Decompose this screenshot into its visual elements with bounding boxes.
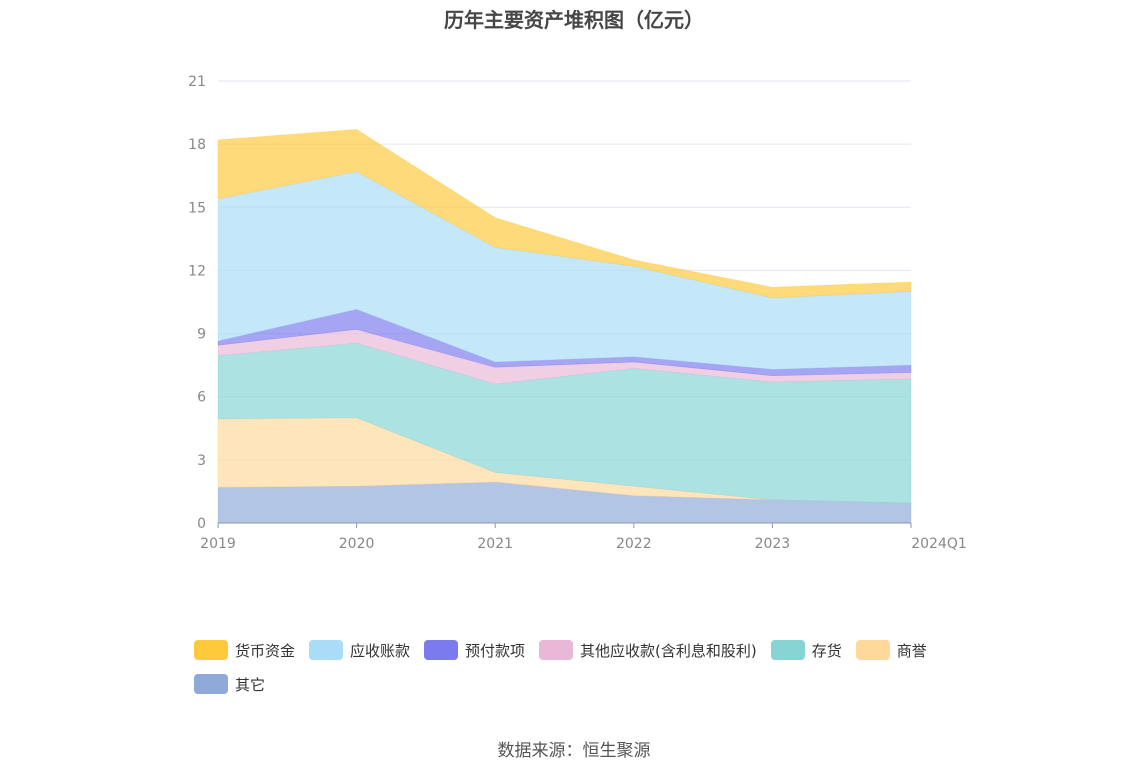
- x-tick-label: 2024Q1: [911, 536, 967, 552]
- legend-item[interactable]: 存货: [770, 638, 842, 662]
- legend-item[interactable]: 商誉: [855, 638, 927, 662]
- legend-item[interactable]: 预付款项: [424, 638, 525, 662]
- legend-swatch: [770, 640, 805, 660]
- axes: 0 3 6 9 12 15 18 21 2019 2020 2021 2022 2023 2024Q1: [188, 74, 967, 552]
- y-tick-label: 9: [197, 327, 206, 343]
- chart-legend: 货币资金 应收账款 预付款项 其他应收款(含利息和股利) 存货 商誉其它: [194, 638, 994, 706]
- legend-item[interactable]: 其它: [194, 672, 265, 696]
- x-tick-label: 2019: [200, 536, 236, 552]
- legend-swatch: [194, 674, 228, 694]
- legend-swatch: [539, 640, 574, 660]
- legend-label: 存货: [811, 641, 842, 660]
- legend-label: 货币资金: [235, 641, 296, 660]
- legend-label: 其他应收款(含利息和股利): [580, 641, 757, 660]
- x-tick-label: 2022: [616, 536, 652, 552]
- x-tick-label: 2021: [477, 536, 513, 552]
- legend-label: 预付款项: [465, 641, 526, 660]
- y-tick-label: 3: [197, 453, 206, 469]
- y-tick-label: 12: [188, 263, 206, 279]
- legend-item[interactable]: 其他应收款(含利息和股利): [539, 638, 757, 662]
- legend-swatch: [309, 640, 344, 660]
- x-tick-label: 2020: [339, 536, 375, 552]
- data-source-note: 数据来源：恒生聚源: [497, 741, 651, 761]
- y-tick-label: 15: [188, 200, 206, 216]
- legend-swatch: [424, 640, 459, 660]
- y-tick-label: 0: [197, 516, 206, 532]
- legend-swatch: [194, 640, 228, 660]
- area-series: [217, 129, 912, 524]
- legend-label: 应收账款: [350, 641, 411, 660]
- x-tick-label: 2023: [755, 536, 791, 552]
- area-series-6: [217, 129, 912, 299]
- legend-item[interactable]: 货币资金: [194, 638, 295, 662]
- stacked-area-chart: 0 3 6 9 12 15 18 21 2019 2020 2021 2022 2023 2024Q1: [188, 74, 967, 552]
- y-tick-label: 6: [197, 390, 206, 406]
- chart-title: 历年主要资产堆积图（亿元）: [444, 8, 704, 32]
- legend-label: 商誉: [896, 641, 927, 660]
- legend-item[interactable]: 应收账款: [309, 638, 410, 662]
- legend-swatch: [855, 640, 890, 660]
- legend-label: 其它: [235, 675, 266, 694]
- y-tick-label: 21: [188, 74, 206, 90]
- y-tick-label: 18: [188, 137, 206, 153]
